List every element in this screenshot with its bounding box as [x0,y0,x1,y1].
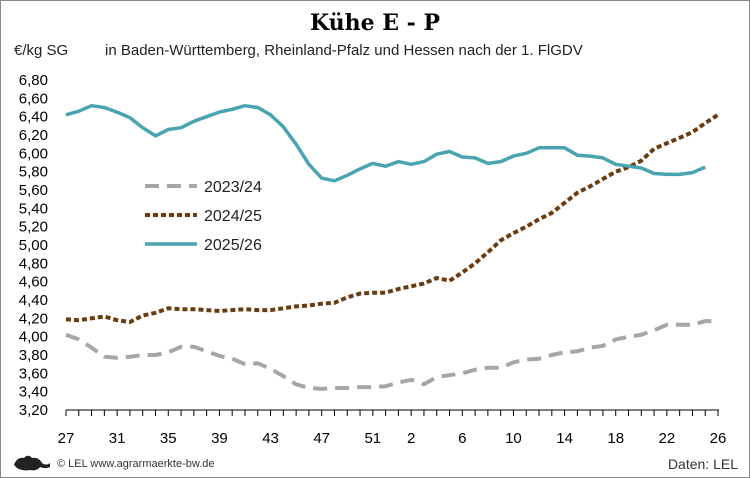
x-tick-label: 27 [58,430,75,447]
y-axis-unit: €/kg SG [14,42,68,59]
y-tick-label: 6,60 [19,90,48,107]
y-tick-label: 6,40 [19,109,48,126]
y-tick-label: 5,80 [19,164,48,181]
footer-credit: © LEL www.agrarmaerkte-bw.de [57,458,215,470]
y-tick-label: 6,20 [19,127,48,144]
chart-subtitle: in Baden-Württemberg, Rheinland-Pfalz un… [105,42,583,59]
legend: 2023/24 2024/25 2025/26 [145,179,262,254]
y-tick-label: 6,80 [19,72,48,89]
x-tick-label: 22 [659,430,676,447]
series-line-2023-24 [65,319,718,391]
series-line-2024-25 [65,113,720,324]
y-tick-label: 6,00 [19,145,48,162]
y-axis-ticks: 3,203,40 3,603,804,00 4,204,404,60 4,805,00… [19,72,48,419]
y-tick-label: 4,00 [19,329,48,346]
x-axis-ticks: 27 31 35 39 43 47 51 2 6 10 14 18 22 26 [58,410,727,447]
series-line-2025-26 [65,103,706,183]
y-tick-label: 5,40 [19,200,48,217]
x-tick-label: 51 [364,430,381,447]
series-lines [65,103,720,391]
y-tick-label: 3,20 [19,402,48,419]
chart-title: Kühe E - P [310,10,440,36]
x-tick-label: 43 [262,430,279,447]
y-tick-label: 4,20 [19,310,48,327]
x-tick-label: 2 [407,430,415,447]
y-tick-label: 3,80 [19,347,48,364]
legend-label: 2023/24 [204,179,262,196]
x-tick-label: 18 [607,430,624,447]
legend-label: 2024/25 [204,208,262,225]
x-tick-label: 14 [556,430,573,447]
lion-logo-icon [14,455,50,471]
y-tick-label: 4,40 [19,292,48,309]
y-tick-label: 3,40 [19,384,48,401]
x-tick-label: 39 [211,430,228,447]
legend-label: 2025/26 [204,237,262,254]
x-tick-label: 35 [160,430,177,447]
x-tick-label: 31 [109,430,126,447]
x-tick-label: 10 [505,430,522,447]
x-tick-label: 26 [710,430,727,447]
y-tick-label: 5,60 [19,182,48,199]
x-tick-label: 6 [458,430,466,447]
y-tick-label: 5,00 [19,237,48,254]
y-tick-label: 3,60 [19,365,48,382]
y-tick-label: 5,20 [19,219,48,236]
footer-source: Daten: LEL [668,456,738,472]
x-tick-label: 47 [313,430,330,447]
y-tick-label: 4,80 [19,255,48,272]
y-tick-label: 4,60 [19,274,48,291]
